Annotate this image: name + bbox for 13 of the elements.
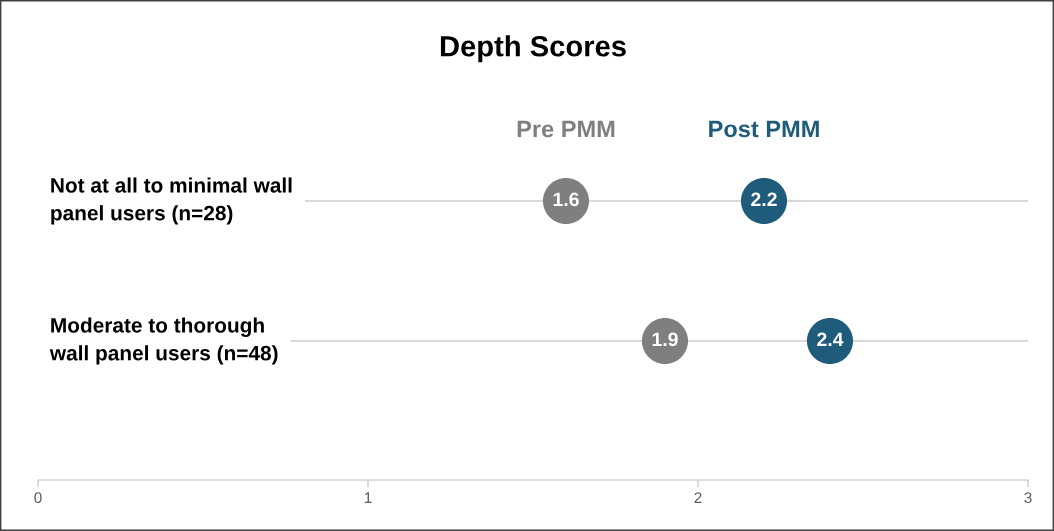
text: Post PMM bbox=[709, 120, 819, 138]
x-tick-label: 2 bbox=[694, 492, 702, 503]
x-tick-label: 3 bbox=[1024, 492, 1032, 504]
y-tick-label: Moderate to thorough wall panel users (n=48) bbox=[49, 317, 278, 365]
x-tick-label: 1 bbox=[364, 492, 372, 503]
chart-title: Depth Scores bbox=[440, 35, 626, 63]
data-label: 2.4 bbox=[817, 332, 844, 347]
data-label: 1.6 bbox=[553, 192, 579, 207]
x-tick-label: 0 bbox=[34, 492, 42, 504]
data-label: 1.9 bbox=[652, 332, 678, 347]
text: Pre PMM bbox=[517, 120, 615, 138]
y-tick-label: Not at all to minimal wall panel users (n=28) bbox=[51, 177, 292, 225]
data-label: 2.2 bbox=[751, 192, 777, 207]
